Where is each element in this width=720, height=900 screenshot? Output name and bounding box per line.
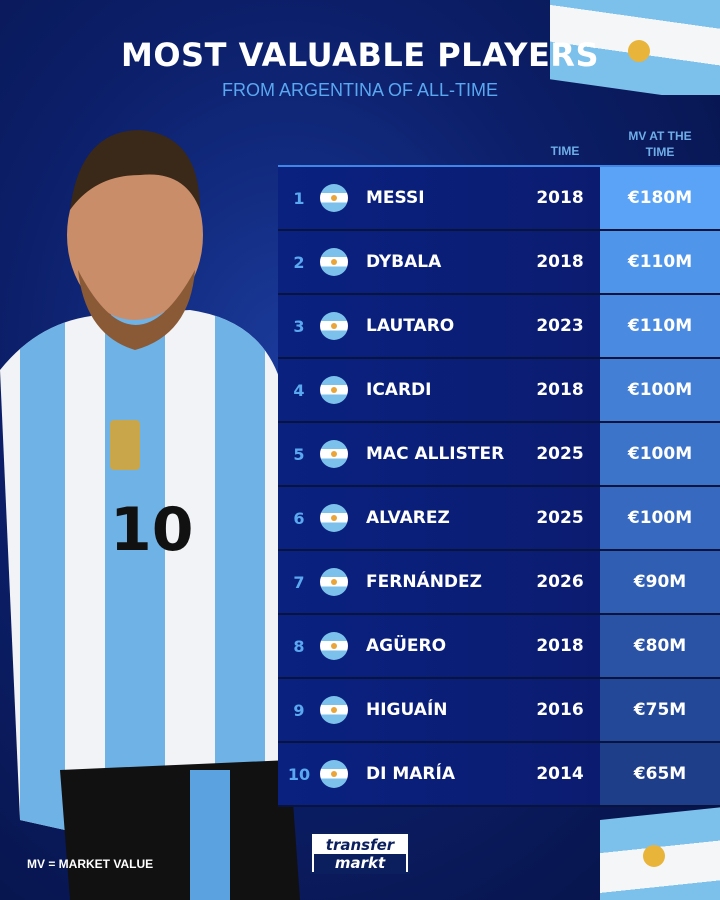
table-row: 3 LAUTARO 2023 €110M [278,295,720,359]
player-name: DYBALA [366,252,442,272]
player-photo: 10 [0,130,300,900]
player-name: LAUTARO [366,316,455,336]
svg-text:10: 10 [110,495,194,565]
market-value: €110M [600,231,720,293]
argentina-flag-decoration [550,0,720,95]
year: 2025 [536,508,584,528]
row-main: 4 ICARDI 2018 [278,359,600,421]
argentina-flag-icon [320,184,348,212]
table-row: 6 ALVAREZ 2025 €100M [278,487,720,551]
argentina-flag-icon [320,248,348,276]
player-name: DI MARÍA [366,764,456,784]
rank: 2 [293,252,305,272]
player-name: ICARDI [366,380,432,400]
player-name: ALVAREZ [366,508,450,528]
rank: 5 [293,444,305,464]
year: 2018 [536,252,584,272]
row-main: 6 ALVAREZ 2025 [278,487,600,549]
row-main: 1 MESSI 2018 [278,167,600,229]
player-name: AGÜERO [366,636,447,656]
page-subtitle: FROM ARGENTINA OF ALL-TIME [221,80,499,100]
table-row: 9 HIGUAÍN 2016 €75M [278,679,720,743]
rank: 1 [293,188,305,208]
table-row: 5 MAC ALLISTER 2025 €100M [278,423,720,487]
argentina-flag-decoration [600,805,720,900]
argentina-flag-icon [320,568,348,596]
table-row: 2 DYBALA 2018 €110M [278,231,720,295]
market-value: €65M [600,743,720,805]
row-main: 7 FERNÁNDEZ 2026 [278,551,600,613]
player-name: MAC ALLISTER [366,444,505,464]
argentina-flag-icon [320,440,348,468]
row-main: 5 MAC ALLISTER 2025 [278,423,600,485]
year: 2023 [536,316,584,336]
market-value: €90M [600,551,720,613]
rank: 8 [293,636,305,656]
market-value: €100M [600,487,720,549]
rank: 3 [293,316,305,336]
year: 2018 [536,636,584,656]
market-value: €180M [600,167,720,229]
year: 2018 [536,188,584,208]
market-value: €80M [600,615,720,677]
row-main: 2 DYBALA 2018 [278,231,600,293]
table-row: 10 DI MARÍA 2014 €65M [278,743,720,807]
market-value: €110M [600,295,720,357]
market-value: €75M [600,679,720,741]
rank: 4 [293,380,305,400]
market-value: €100M [600,359,720,421]
year: 2014 [536,764,584,784]
ranking-table: 1 MESSI 2018 €180M 2 DYBALA 2018 €110M 3 LAUTARO 2… [278,165,720,807]
row-main: 8 AGÜERO 2018 [278,615,600,677]
argentina-flag-icon [320,376,348,404]
table-row: 4 ICARDI 2018 €100M [278,359,720,423]
rank: 7 [293,572,305,592]
table-row: 7 FERNÁNDEZ 2026 €90M [278,551,720,615]
year: 2026 [536,572,584,592]
transfermarkt-logo: transfer markt [310,832,410,874]
argentina-flag-icon [320,312,348,340]
header-time: TIME [550,144,580,158]
player-name: FERNÁNDEZ [366,572,482,592]
rank: 9 [293,700,305,720]
market-value: €100M [600,423,720,485]
header-mv: MV AT THE TIME [628,129,692,159]
player-name: MESSI [366,188,425,208]
rank: 6 [293,508,305,528]
table-row: 1 MESSI 2018 €180M [278,167,720,231]
year: 2016 [536,700,584,720]
player-name: HIGUAÍN [366,700,448,720]
row-main: 10 DI MARÍA 2014 [278,743,600,805]
argentina-flag-icon [320,760,348,788]
footnote: MV = MARKET VALUE [27,857,154,871]
page-title: MOST VALUABLE PLAYERS [121,36,599,74]
argentina-flag-icon [320,504,348,532]
table-row: 8 AGÜERO 2018 €80M [278,615,720,679]
year: 2025 [536,444,584,464]
rank: 10 [287,764,311,784]
year: 2018 [536,380,584,400]
argentina-flag-icon [320,632,348,660]
row-main: 9 HIGUAÍN 2016 [278,679,600,741]
row-main: 3 LAUTARO 2023 [278,295,600,357]
argentina-flag-icon [320,696,348,724]
